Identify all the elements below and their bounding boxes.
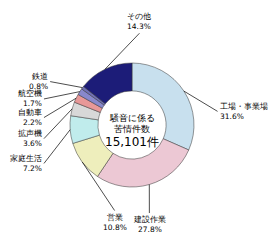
svg-text:航空機1.7%: 航空機1.7%: [18, 89, 42, 108]
svg-text:拡声機3.6%: 拡声機3.6%: [18, 129, 42, 148]
svg-text:営業10.8%: 営業10.8%: [103, 213, 127, 232]
svg-text:その他14.3%: その他14.3%: [127, 12, 151, 31]
svg-text:鉄道0.8%: 鉄道0.8%: [29, 72, 48, 91]
svg-text:15,101件: 15,101件: [105, 135, 159, 149]
svg-text:建設作業27.8%: 建設作業27.8%: [133, 215, 166, 234]
svg-text:騒音に係る: 騒音に係る: [109, 113, 155, 123]
svg-text:工場・事業場31.6%: 工場・事業場31.6%: [220, 102, 268, 121]
svg-text:家庭生活7.2%: 家庭生活7.2%: [10, 154, 42, 173]
svg-text:苦情件数: 苦情件数: [114, 124, 150, 134]
svg-text:自動車2.2%: 自動車2.2%: [18, 108, 42, 127]
